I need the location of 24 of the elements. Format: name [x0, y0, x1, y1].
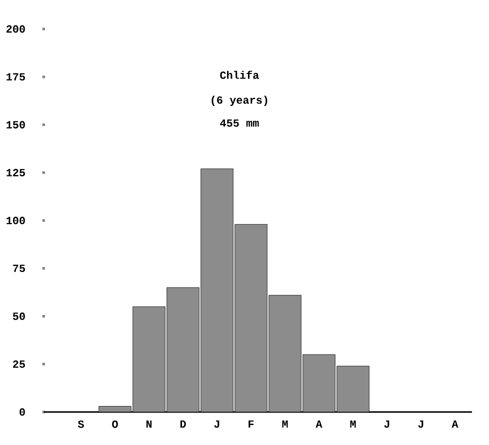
- y-tick-label: 25: [13, 360, 25, 368]
- x-tick-label: S: [78, 420, 84, 428]
- text: Chlifa: [220, 70, 259, 79]
- x-tick-label: O: [112, 420, 118, 428]
- text: (6 years): [212, 96, 268, 106]
- x-tick-label: J: [384, 420, 390, 428]
- x-tick-label: F: [248, 420, 254, 428]
- x-tick-label: J: [214, 420, 220, 428]
- x-tick-label: D: [180, 420, 186, 428]
- x-tick-label: M: [282, 420, 288, 428]
- x-tick-label: M: [350, 420, 356, 428]
- y-tick-label: 50: [12, 312, 25, 320]
- y-tick-label: 175: [6, 73, 25, 81]
- y-tick-label: 75: [13, 264, 25, 272]
- y-tick-label: 200: [6, 25, 25, 33]
- x-tick-label: A: [452, 420, 458, 428]
- y-tick-label: 125: [6, 168, 25, 176]
- y-tick-label: 100: [6, 216, 25, 224]
- x-tick-label: N: [146, 420, 152, 428]
- y-tick-label: 150: [6, 121, 25, 128]
- x-tick-label: A: [316, 420, 322, 428]
- annotation: 455 mm: [220, 119, 259, 127]
- y-tick-label: 0: [20, 408, 25, 416]
- x-tick-label: J: [418, 420, 424, 428]
